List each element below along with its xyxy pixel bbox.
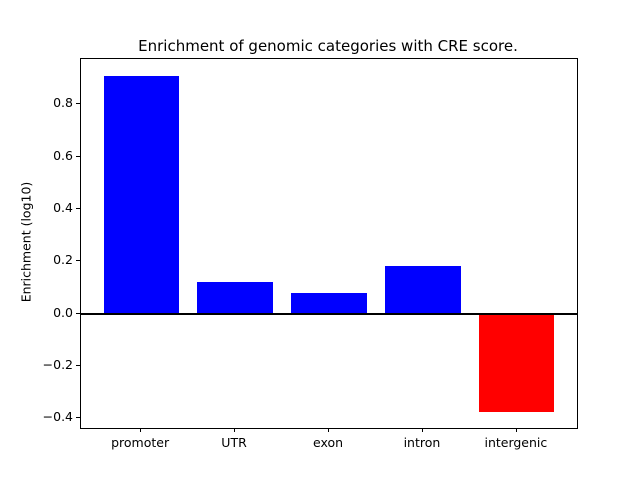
x-tick-label-intergenic: intergenic [484, 435, 548, 450]
x-tick-label-exon: exon [312, 435, 344, 450]
bar-intergenic [479, 313, 555, 412]
chart-title: Enrichment of genomic categories with CR… [138, 37, 518, 55]
y-tick-mark [76, 208, 80, 209]
x-tick-mark [421, 428, 423, 432]
x-tick-mark [140, 428, 142, 432]
y-tick-mark [76, 312, 80, 314]
y-tick-label: −0.4 [42, 409, 73, 425]
y-tick-mark [76, 417, 80, 419]
y-tick-label: 0.4 [53, 200, 73, 215]
y-tick-label: 0.6 [53, 147, 73, 163]
x-tick-label-intron: intron [403, 435, 441, 450]
y-tick-mark [76, 103, 80, 105]
y-tick-mark [76, 364, 80, 366]
y-tick-mark [76, 155, 80, 157]
x-tick-label-promoter: promoter [111, 435, 170, 450]
bar-UTR [197, 282, 273, 314]
bar-exon [291, 292, 367, 314]
zero-line [81, 312, 577, 315]
bar-intron [385, 266, 461, 314]
x-tick-label-UTR: UTR [221, 435, 247, 450]
y-tick-label: 0.8 [53, 95, 73, 111]
y-tick-label: −0.2 [42, 356, 73, 372]
y-axis-label: Enrichment (log10) [18, 181, 34, 303]
x-tick-mark [328, 428, 329, 432]
y-tick-label: 0.0 [53, 304, 73, 320]
bar-promoter [103, 75, 179, 314]
y-tick-mark [76, 260, 80, 262]
plot-area [80, 58, 578, 429]
y-tick-label: 0.2 [53, 252, 73, 268]
x-tick-mark [234, 428, 236, 432]
x-tick-mark [515, 428, 517, 432]
